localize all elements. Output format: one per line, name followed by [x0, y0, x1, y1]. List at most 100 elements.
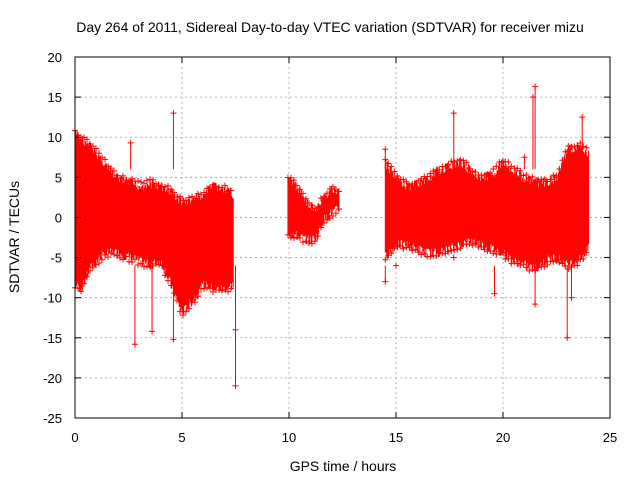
marker-plus	[329, 213, 336, 220]
marker-plus	[469, 168, 476, 175]
marker-plus	[96, 260, 102, 267]
marker-plus	[562, 148, 569, 155]
marker-plus	[135, 262, 141, 269]
marker-plus	[317, 195, 324, 202]
y-tick-label: 20	[48, 50, 62, 65]
marker-plus	[192, 299, 198, 306]
marker-plus	[150, 176, 156, 183]
marker-plus	[156, 182, 162, 189]
marker-plus	[293, 182, 300, 189]
marker-plus	[457, 245, 464, 252]
marker-plus	[394, 244, 401, 251]
marker-plus	[478, 243, 485, 250]
marker-plus	[219, 287, 225, 294]
marker-plus	[463, 159, 470, 166]
marker-plus	[171, 189, 177, 196]
marker-plus	[171, 290, 177, 297]
marker-plus	[317, 224, 324, 231]
outlier-point	[532, 265, 539, 308]
outlier-point	[382, 146, 389, 170]
marker-plus	[394, 173, 401, 180]
marker-plus	[412, 181, 419, 188]
x-tick-label: 15	[389, 430, 403, 445]
marker-plus	[320, 194, 327, 201]
data-band-block-2	[284, 174, 342, 247]
marker-plus	[314, 203, 321, 210]
outlier-point	[170, 265, 177, 343]
marker-plus	[308, 202, 315, 209]
marker-plus	[433, 252, 440, 259]
outlier-marker	[450, 254, 457, 261]
outlier-point	[393, 262, 399, 269]
outlier-point	[450, 254, 457, 261]
marker-plus	[201, 285, 207, 292]
marker-plus	[102, 156, 108, 163]
marker-plus	[565, 142, 572, 149]
marker-plus	[207, 285, 213, 292]
marker-plus	[195, 293, 201, 300]
marker-plus	[559, 157, 566, 164]
outlier-marker	[532, 301, 539, 308]
marker-plus	[302, 195, 309, 202]
outlier-point	[579, 114, 586, 170]
marker-plus	[96, 150, 102, 157]
marker-plus	[296, 186, 303, 193]
marker-plus	[391, 168, 398, 175]
marker-plus	[195, 190, 201, 197]
marker-plus	[553, 172, 560, 179]
marker-plus	[144, 177, 150, 184]
marker-plus	[418, 251, 425, 258]
marker-plus	[391, 245, 398, 252]
marker-plus	[228, 187, 234, 194]
marker-plus	[445, 161, 452, 168]
y-tick-label: -10	[43, 291, 62, 306]
outlier-marker	[131, 341, 138, 348]
marker-plus	[75, 285, 81, 292]
outlier-point	[532, 83, 539, 170]
marker-plus	[123, 176, 129, 183]
marker-plus	[427, 253, 434, 260]
marker-plus	[299, 239, 306, 246]
outlier-marker	[393, 262, 399, 269]
marker-plus	[424, 173, 431, 180]
marker-plus	[108, 249, 114, 256]
marker-plus	[544, 261, 551, 268]
marker-plus	[451, 158, 458, 165]
outlier-point	[382, 265, 389, 285]
marker-plus	[335, 188, 342, 195]
marker-plus	[493, 163, 500, 170]
marker-plus	[505, 255, 512, 262]
marker-plus	[180, 312, 186, 319]
data-band-block-3	[382, 140, 590, 274]
marker-plus	[574, 262, 581, 269]
marker-plus	[556, 259, 563, 266]
marker-plus	[496, 248, 503, 255]
marker-plus	[472, 168, 479, 175]
marker-plus	[523, 264, 530, 271]
marker-plus	[580, 256, 587, 263]
marker-plus	[141, 263, 147, 270]
marker-plus	[550, 172, 557, 179]
marker-plus	[457, 156, 464, 163]
marker-plus	[168, 186, 174, 193]
marker-plus	[299, 190, 306, 197]
outlier-point	[491, 265, 498, 297]
outlier-marker	[532, 83, 539, 90]
marker-plus	[228, 285, 234, 292]
marker-plus	[547, 176, 554, 183]
marker-plus	[472, 240, 479, 247]
x-tick-label: 25	[603, 430, 617, 445]
marker-plus	[162, 184, 168, 191]
outlier-point	[127, 139, 134, 170]
marker-plus	[120, 172, 126, 179]
y-tick-label: 10	[48, 130, 62, 145]
plot-frame	[74, 56, 611, 419]
marker-plus	[225, 188, 231, 195]
marker-plus	[400, 245, 407, 252]
marker-plus	[186, 305, 192, 312]
marker-plus	[496, 159, 503, 166]
marker-plus	[490, 165, 497, 172]
marker-plus	[84, 273, 90, 280]
marker-plus	[216, 287, 222, 294]
outlier-point	[450, 110, 457, 170]
